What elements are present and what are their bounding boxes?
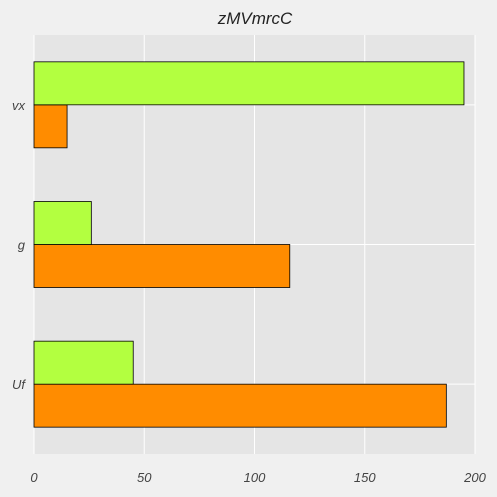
bar-g-series-1 <box>33 244 291 288</box>
x-tick-label: 100 <box>244 470 266 485</box>
bar-Uf-series-2 <box>33 340 134 385</box>
bar-g-series-2 <box>33 201 92 245</box>
x-tick-label: 50 <box>137 470 152 485</box>
y-axis-tick-labels: Uf g vx <box>12 98 26 392</box>
bars <box>33 61 465 428</box>
x-axis-tick-labels: 0 50 100 150 200 <box>30 470 486 485</box>
bar-vx-series-2 <box>33 61 465 106</box>
bar-Uf-series-1 <box>33 383 447 428</box>
bar-vx-series-1 <box>33 104 68 149</box>
x-tick-label: 150 <box>354 470 376 485</box>
y-tick-label: vx <box>12 98 26 113</box>
y-tick-label: g <box>18 238 26 253</box>
x-tick-label: 200 <box>463 470 486 485</box>
y-tick-label: Uf <box>12 377 26 392</box>
chart-title: zMVmrcC <box>217 9 293 28</box>
x-tick-label: 0 <box>30 470 38 485</box>
